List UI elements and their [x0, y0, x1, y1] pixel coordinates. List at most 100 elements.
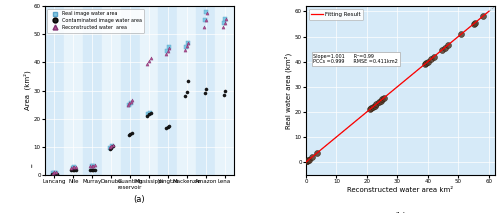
Point	[166, 124, 173, 127]
Legend: Fitting Result: Fitting Result	[308, 9, 363, 20]
Point	[90, 164, 98, 167]
Point	[424, 60, 432, 63]
Point	[422, 61, 430, 65]
Point	[201, 19, 209, 22]
X-axis label: Reconstructed water area km²: Reconstructed water area km²	[348, 187, 454, 193]
Point	[222, 89, 230, 92]
Point	[202, 87, 210, 91]
Point	[88, 165, 96, 168]
Point	[89, 164, 97, 167]
Point	[52, 172, 60, 175]
Point	[72, 168, 80, 171]
Y-axis label: Area  (km²): Area (km²)	[24, 71, 31, 110]
Point	[126, 132, 134, 136]
Point	[52, 171, 60, 174]
Point	[51, 172, 59, 176]
Point	[470, 22, 478, 26]
Point	[144, 62, 152, 66]
Point	[126, 101, 134, 105]
Bar	[120, 6, 140, 175]
Point	[50, 171, 58, 174]
Point	[67, 166, 75, 169]
Point	[372, 103, 380, 106]
Point	[67, 168, 75, 172]
Point	[182, 94, 190, 98]
Point	[203, 12, 211, 15]
Point	[49, 171, 57, 174]
Point	[107, 146, 115, 150]
Point	[164, 50, 172, 53]
Point	[68, 168, 76, 172]
Point	[86, 165, 94, 168]
Point	[166, 47, 173, 50]
Point	[427, 58, 435, 61]
Point	[89, 164, 97, 168]
Point	[48, 172, 56, 176]
Point	[201, 92, 209, 95]
Point	[440, 46, 448, 50]
Point	[127, 100, 135, 104]
Bar	[215, 6, 234, 175]
Point	[222, 17, 230, 21]
Point	[50, 171, 58, 174]
Point	[52, 170, 60, 174]
Point	[202, 19, 209, 22]
Bar	[45, 6, 64, 175]
Bar	[158, 6, 178, 175]
Point	[220, 93, 228, 96]
Y-axis label: Real water area (km²): Real water area (km²)	[284, 52, 292, 129]
Bar	[178, 6, 197, 175]
Bar	[196, 6, 215, 175]
Point	[88, 164, 96, 168]
Point	[184, 79, 192, 82]
Point	[368, 106, 376, 110]
Point	[303, 160, 311, 163]
Point	[308, 155, 316, 159]
Point	[200, 26, 208, 29]
Point	[220, 22, 228, 25]
Point	[70, 168, 78, 171]
Point	[89, 168, 97, 171]
Point	[108, 144, 116, 147]
Text: (b): (b)	[394, 212, 406, 213]
Text: Slope=1.001      R²=0.99
PCCs =0.999      RMSE =0.411km2: Slope=1.001 R²=0.99 PCCs =0.999 RMSE =0.…	[314, 53, 398, 64]
Point	[127, 101, 135, 105]
Point	[146, 111, 154, 115]
Point	[108, 144, 116, 148]
Point	[144, 113, 152, 116]
Point	[375, 100, 383, 104]
Point	[128, 131, 136, 134]
Point	[304, 158, 312, 162]
Point	[146, 111, 154, 115]
Bar	[102, 6, 120, 175]
X-axis label: (a): (a)	[134, 195, 145, 204]
Point	[184, 41, 192, 45]
Point	[304, 159, 312, 163]
Point	[376, 99, 384, 102]
Point	[70, 166, 78, 169]
Point	[183, 90, 191, 94]
Point	[444, 44, 452, 47]
Point	[458, 32, 466, 36]
Legend: Real image water area, Contaminated image water area, Reconstructed water  area: Real image water area, Contaminated imag…	[48, 9, 144, 33]
Point	[106, 146, 114, 150]
Point	[86, 168, 94, 172]
Point	[220, 22, 228, 25]
Point	[106, 145, 114, 149]
Point	[145, 59, 153, 63]
Point	[479, 15, 487, 18]
Point	[50, 172, 58, 176]
Point	[184, 41, 192, 45]
Point	[164, 45, 172, 49]
Point	[126, 103, 134, 106]
Point	[88, 168, 96, 172]
Point	[144, 114, 152, 118]
Point	[124, 134, 132, 137]
Point	[430, 55, 438, 58]
Point	[471, 21, 479, 24]
Point	[378, 98, 386, 101]
Point	[107, 145, 115, 148]
Point	[380, 96, 388, 100]
Point	[145, 113, 153, 116]
Point	[106, 148, 114, 151]
